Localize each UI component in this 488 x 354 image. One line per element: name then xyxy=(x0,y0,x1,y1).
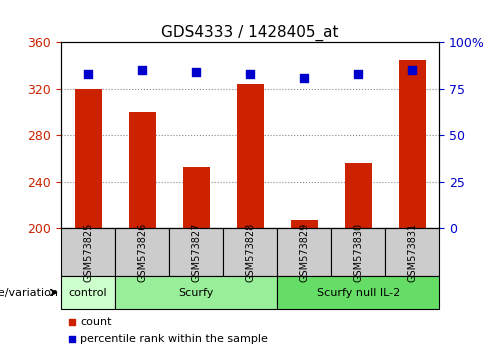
FancyBboxPatch shape xyxy=(115,276,277,309)
Text: genotype/variation: genotype/variation xyxy=(0,287,58,297)
FancyBboxPatch shape xyxy=(223,228,277,276)
Bar xyxy=(345,163,372,228)
FancyBboxPatch shape xyxy=(61,276,115,309)
Text: count: count xyxy=(80,317,111,327)
Point xyxy=(84,71,92,77)
Text: GSM573828: GSM573828 xyxy=(245,223,255,282)
Text: GSM573829: GSM573829 xyxy=(299,223,309,282)
Text: control: control xyxy=(69,287,107,297)
Bar xyxy=(128,112,156,228)
Point xyxy=(354,71,362,77)
Point xyxy=(68,319,76,325)
Bar xyxy=(183,167,209,228)
Text: GSM573826: GSM573826 xyxy=(137,223,147,282)
FancyBboxPatch shape xyxy=(385,228,439,276)
Text: GSM573830: GSM573830 xyxy=(353,223,363,282)
Bar xyxy=(399,60,426,228)
Point xyxy=(138,68,146,73)
FancyBboxPatch shape xyxy=(277,228,331,276)
Text: GSM573831: GSM573831 xyxy=(407,223,417,282)
Bar xyxy=(237,84,264,228)
Point xyxy=(246,71,254,77)
Text: GSM573825: GSM573825 xyxy=(83,223,93,282)
Text: percentile rank within the sample: percentile rank within the sample xyxy=(80,334,268,344)
Text: GSM573827: GSM573827 xyxy=(191,223,201,282)
FancyBboxPatch shape xyxy=(169,228,223,276)
Point xyxy=(192,69,200,75)
FancyBboxPatch shape xyxy=(331,228,385,276)
FancyBboxPatch shape xyxy=(61,228,115,276)
Point xyxy=(300,75,308,81)
Point xyxy=(408,68,416,73)
FancyBboxPatch shape xyxy=(115,228,169,276)
Text: Scurfy: Scurfy xyxy=(179,287,214,297)
FancyBboxPatch shape xyxy=(277,276,439,309)
Title: GDS4333 / 1428405_at: GDS4333 / 1428405_at xyxy=(162,25,339,41)
Bar xyxy=(291,220,318,228)
Point xyxy=(68,337,76,342)
Bar xyxy=(75,89,102,228)
Text: Scurfy null IL-2: Scurfy null IL-2 xyxy=(317,287,400,297)
